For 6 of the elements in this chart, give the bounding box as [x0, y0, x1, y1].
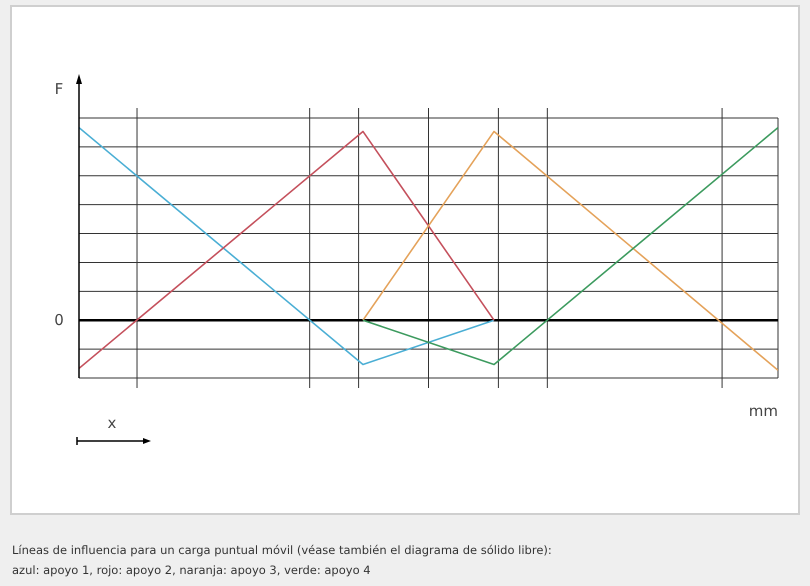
text: 0: [54, 311, 64, 330]
text: x: [108, 414, 117, 432]
text: azul: apoyo 1, rojo: apoyo 2, naranja: apoyo 3, verde: apoyo 4: [12, 562, 372, 579]
x-axis-title: mm: [748, 402, 778, 420]
text: Líneas de influencia para un carga puntual móvil (véase también el diagrama de sólido libre):: [12, 542, 552, 559]
y-axis-title: F: [54, 80, 64, 98]
